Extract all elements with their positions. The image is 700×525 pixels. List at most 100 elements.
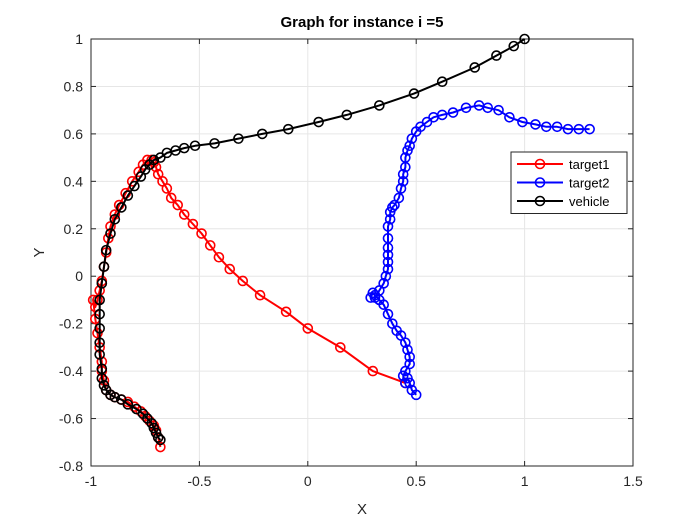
data-point-target1	[335, 342, 346, 353]
data-point-vehicle	[96, 278, 108, 289]
data-point-target2	[404, 358, 415, 370]
x-tick-label: -0.5	[187, 473, 211, 489]
data-point-target2	[397, 176, 409, 187]
series-vehicle	[94, 33, 530, 446]
legend-marker	[534, 195, 546, 207]
data-point-target2	[404, 351, 415, 363]
data-point-vehicle	[94, 323, 105, 334]
data-point-target2	[393, 192, 405, 204]
series-line-vehicle	[98, 38, 526, 441]
data-point-target1	[204, 240, 216, 251]
data-point-vehicle	[408, 88, 420, 99]
data-point-vehicle	[152, 432, 164, 443]
data-point-target2	[562, 123, 574, 135]
data-point-target2	[504, 111, 515, 123]
data-point-target2	[493, 104, 504, 116]
data-point-vehicle	[135, 171, 147, 182]
y-tick-label: 1	[75, 31, 83, 47]
data-point-target2	[387, 202, 398, 213]
data-point-target2	[382, 263, 394, 275]
data-point-target2	[404, 140, 415, 152]
y-tick-label: -0.6	[59, 411, 83, 427]
data-point-vehicle	[209, 138, 220, 149]
data-point-target2	[436, 109, 448, 121]
data-point-target1	[302, 323, 314, 334]
y-tick-label: 0.2	[64, 221, 84, 237]
data-point-target1	[254, 289, 266, 301]
data-point-target1	[172, 199, 184, 211]
data-point-vehicle	[94, 308, 105, 320]
data-point-vehicle	[109, 213, 121, 225]
data-point-vehicle	[313, 116, 324, 128]
data-point-target2	[517, 116, 528, 128]
data-point-target2	[447, 107, 459, 118]
data-point-target2	[397, 168, 409, 180]
data-point-target1	[224, 263, 236, 275]
data-point-vehicle	[469, 62, 481, 73]
data-point-target2	[530, 119, 541, 130]
data-point-vehicle	[374, 100, 385, 111]
series-layer	[87, 33, 595, 453]
data-point-target1	[280, 306, 292, 318]
data-point-vehicle	[519, 33, 530, 45]
legend-label: vehicle	[569, 194, 609, 209]
data-point-target1	[178, 209, 190, 220]
y-tick-label: -0.4	[59, 363, 83, 379]
data-point-target2	[365, 292, 376, 303]
data-point-vehicle	[116, 202, 127, 213]
data-point-target1	[187, 218, 199, 230]
data-point-target1	[237, 275, 249, 287]
data-point-target2	[387, 318, 398, 329]
legend: target1 target2 vehicle	[510, 151, 628, 214]
data-point-target2	[382, 232, 394, 244]
legend-item-vehicle: vehicle	[517, 194, 609, 209]
data-point-vehicle	[508, 40, 520, 52]
data-point-vehicle	[96, 372, 108, 384]
legend-label: target2	[569, 176, 609, 191]
data-point-target1	[165, 192, 177, 204]
data-point-vehicle	[122, 190, 134, 201]
data-point-target2	[400, 152, 411, 163]
data-point-vehicle	[98, 261, 110, 273]
y-tick-label: 0	[75, 268, 83, 284]
data-point-vehicle	[105, 228, 116, 239]
y-tick-label: -0.2	[59, 316, 83, 332]
data-point-target1	[196, 228, 207, 239]
data-point-vehicle	[189, 140, 201, 152]
data-point-target2	[482, 102, 494, 114]
series-target2	[365, 100, 595, 401]
data-point-target2	[584, 123, 595, 135]
data-point-target1	[87, 294, 99, 306]
legend-item-target2: target2	[517, 176, 609, 191]
chart-title: Graph for instance i =5	[281, 14, 444, 31]
data-point-target1	[367, 365, 379, 377]
data-point-vehicle	[155, 152, 166, 163]
data-point-target2	[551, 121, 563, 133]
data-point-vehicle	[341, 109, 353, 121]
data-point-vehicle	[129, 180, 140, 192]
data-point-target2	[382, 249, 394, 261]
data-point-vehicle	[94, 337, 105, 348]
data-point-vehicle	[94, 294, 105, 306]
data-point-target1	[213, 251, 225, 263]
legend-item-target1: target1	[517, 157, 609, 172]
data-point-target2	[395, 183, 407, 194]
y-tick-label: -0.8	[59, 458, 83, 474]
x-tick-label: 0.5	[406, 473, 426, 489]
data-point-vehicle	[109, 391, 121, 403]
plot-frame	[90, 38, 634, 467]
data-point-target2	[382, 308, 394, 320]
ticks: -1 -0.5 0 0.5 1 1.5 -0.8 -0.6 -0.4 -0.2 0 0.2 0.4 0.6…	[59, 31, 643, 489]
y-tick-label: 0.6	[64, 126, 84, 142]
data-point-target2	[540, 121, 552, 133]
data-point-vehicle	[256, 128, 268, 140]
data-point-target1	[152, 168, 164, 180]
data-point-target2	[378, 278, 389, 289]
x-tick-label: -1	[85, 473, 98, 489]
legend-label: target1	[569, 157, 609, 172]
x-tick-label: 0	[304, 473, 312, 489]
grid	[90, 38, 634, 467]
data-point-vehicle	[94, 349, 105, 360]
